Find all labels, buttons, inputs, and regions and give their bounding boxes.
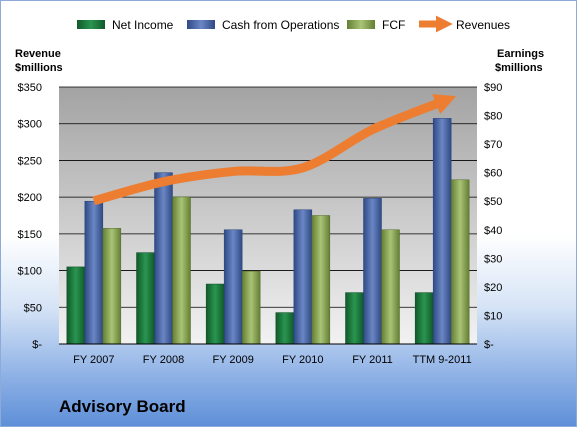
right-tick-label: $20 — [484, 282, 502, 294]
bar-net-income — [415, 293, 433, 344]
left-tick-label: $200 — [18, 192, 42, 204]
bar-cash-from-operations — [294, 210, 312, 344]
right-tick-label: $30 — [484, 253, 502, 265]
right-tick-label: $- — [484, 339, 494, 351]
legend-label-cash-from-operations: Cash from Operations — [222, 18, 339, 32]
legend: Net Income Cash from Operations FCF Reve… — [77, 18, 510, 32]
right-axis-title-line2: $millions — [495, 62, 543, 74]
left-tick-label: $50 — [24, 302, 42, 314]
bar-fcf — [451, 180, 469, 344]
left-tick-label: $250 — [18, 155, 42, 167]
category-label: FY 2009 — [212, 354, 253, 366]
right-tick-label: $10 — [484, 310, 502, 322]
right-tick-label: $80 — [484, 111, 502, 123]
left-axis-title-line1: Revenue — [15, 48, 61, 60]
legend-swatch-net-income — [77, 20, 105, 29]
bar-net-income — [346, 293, 364, 344]
legend-label-revenues: Revenues — [456, 18, 510, 32]
left-tick-label: $350 — [18, 82, 42, 94]
bar-cash-from-operations — [85, 201, 103, 344]
right-tick-label: $50 — [484, 196, 502, 208]
left-tick-label: $- — [32, 339, 42, 351]
legend-swatch-fcf — [347, 20, 375, 29]
plot-area — [59, 87, 477, 344]
right-tick-label: $40 — [484, 225, 502, 237]
category-label: FY 2007 — [73, 354, 114, 366]
bar-cash-from-operations — [224, 230, 242, 344]
left-tick-label: $150 — [18, 229, 42, 241]
bar-fcf — [173, 197, 191, 344]
left-tick-label: $300 — [18, 119, 42, 131]
left-axis-title-line2: $millions — [15, 62, 63, 74]
left-axis-ticks: $- $50 $100 $150 $200 $250 $300 $350 — [18, 82, 43, 351]
bar-cash-from-operations — [364, 198, 382, 344]
bar-net-income — [67, 267, 85, 344]
right-axis-ticks: $- $10 $20 $30 $40 $50 $60 $70 $80 $90 — [484, 82, 502, 351]
right-tick-label: $70 — [484, 139, 502, 151]
footer-title: Advisory Board — [59, 397, 186, 417]
category-label: FY 2008 — [143, 354, 184, 366]
bar-fcf — [312, 216, 330, 345]
category-label: FY 2011 — [352, 354, 393, 366]
right-tick-label: $60 — [484, 168, 502, 180]
right-axis-title-line1: Earnings — [497, 48, 544, 60]
category-label: FY 2010 — [282, 354, 323, 366]
legend-label-net-income: Net Income — [112, 18, 174, 32]
bar-net-income — [206, 284, 224, 344]
bar-net-income — [276, 313, 294, 344]
category-label: TTM 9-2011 — [413, 354, 472, 366]
bar-cash-from-operations — [433, 118, 451, 344]
legend-label-fcf: FCF — [382, 18, 405, 32]
left-tick-label: $100 — [18, 266, 42, 278]
bar-fcf — [382, 230, 400, 344]
bar-cash-from-operations — [155, 173, 173, 344]
right-tick-label: $90 — [484, 82, 502, 94]
bar-net-income — [137, 253, 155, 344]
legend-swatch-cash-from-operations — [187, 20, 215, 29]
category-labels: FY 2007 FY 2008 FY 2009 FY 2010 FY 2011 TTM 9… — [73, 354, 472, 366]
bar-fcf — [242, 271, 260, 344]
bar-fcf — [103, 228, 121, 344]
